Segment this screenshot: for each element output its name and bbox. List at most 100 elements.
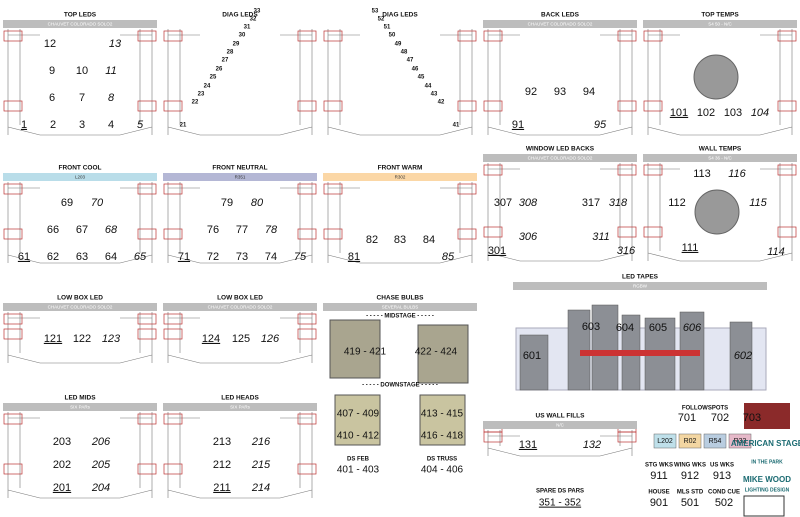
- item-label: 124: [202, 333, 220, 345]
- item-label: LIGHTING DESIGN: [745, 487, 790, 493]
- item-label: 75: [294, 251, 307, 263]
- fixture-frame: [297, 183, 317, 195]
- fixture-frame: [3, 100, 23, 112]
- item-label: WING WKS: [674, 463, 706, 469]
- stage-wall: [515, 327, 767, 391]
- iatse-logo: [743, 495, 785, 517]
- item-label: 2: [50, 119, 56, 131]
- fixture-frame: [457, 100, 477, 112]
- fixture-frame: [777, 30, 797, 42]
- fixture-frame: [163, 30, 183, 42]
- fixture-frame: [163, 100, 183, 112]
- rig-line: [167, 354, 201, 364]
- fixture-frame: [617, 164, 637, 176]
- section-subtitle: CHAUVET COLORADO SOLO2: [528, 156, 593, 161]
- item-label: 205: [91, 459, 111, 471]
- gel-label: R54: [709, 438, 722, 445]
- rig-line: [167, 489, 201, 499]
- fixture-frame: [137, 313, 157, 325]
- item-label: 71: [178, 251, 190, 263]
- subtitle-bar: [483, 20, 637, 28]
- fixture-frame: [457, 30, 477, 42]
- building: [334, 394, 381, 446]
- item-label: 202: [53, 459, 71, 471]
- item-label: 73: [236, 251, 248, 263]
- item-label: 44: [425, 84, 432, 90]
- item-label: 22: [192, 100, 199, 106]
- rig-line: [167, 126, 201, 136]
- section-subtitle: CHAUVET COLORADO SOLO2: [528, 22, 593, 27]
- rig-line: [759, 126, 793, 136]
- rig-line: [487, 447, 521, 457]
- rig-line: [7, 354, 41, 364]
- section-title: DIAG LEDS: [382, 12, 418, 19]
- item-label: 33: [254, 9, 261, 15]
- fixture-frame: [137, 30, 157, 42]
- fixture-frame: [483, 100, 503, 112]
- rig-line: [327, 254, 361, 264]
- item-label: 49: [395, 42, 402, 48]
- item-label: 64: [105, 251, 117, 263]
- section-subtitle: SIX PARs: [230, 405, 250, 410]
- item-label: 47: [407, 58, 414, 64]
- section-subtitle: L203: [75, 175, 86, 180]
- fixture-frame: [323, 30, 343, 42]
- fixture-frame: [323, 100, 343, 112]
- item-label: 101: [670, 107, 688, 119]
- gel-swatch: [678, 433, 702, 449]
- section-title: WINDOW LED BACKS: [526, 146, 595, 153]
- item-label: MLS STD: [677, 490, 704, 496]
- item-label: 703: [743, 412, 761, 424]
- fixture-frame: [3, 183, 23, 195]
- fixture-frame: [297, 228, 317, 240]
- fixture-frame: [297, 313, 317, 325]
- item-label: 52: [378, 17, 385, 23]
- section-title: DIAG LEDS: [222, 12, 258, 19]
- item-label: 413 - 415: [421, 409, 464, 420]
- item-label: 8: [108, 92, 115, 104]
- subtitle-bar: [3, 403, 157, 411]
- rig-line: [279, 126, 313, 136]
- fixture-frame: [483, 226, 503, 238]
- item-label: STG WKS: [645, 463, 673, 469]
- item-label: 29: [233, 42, 240, 48]
- section-subtitle: R351: [235, 175, 246, 180]
- item-label: 70: [91, 197, 104, 209]
- item-label: 68: [105, 224, 118, 236]
- item-label: 4: [108, 119, 114, 131]
- item-label: 3: [79, 119, 85, 131]
- item-label: 132: [583, 439, 601, 451]
- item-label: 116: [728, 168, 746, 180]
- section-title: LED MIDS: [64, 395, 96, 402]
- section-subtitle: SIX PARs: [70, 405, 90, 410]
- item-label: 83: [394, 234, 406, 246]
- section-subtitle: CHAUVET COLORADO SOLO2: [48, 305, 113, 310]
- item-label: 351 - 352: [539, 498, 582, 509]
- item-label: 25: [210, 75, 217, 81]
- fixture-frame: [297, 328, 317, 340]
- item-label: 604: [616, 322, 634, 334]
- item-label: 79: [221, 197, 233, 209]
- item-label: 32: [250, 17, 257, 23]
- item-label: 42: [438, 100, 445, 106]
- item-label: 65: [134, 251, 147, 263]
- fixture-frame: [777, 226, 797, 238]
- item-label: 204: [91, 482, 110, 494]
- fixture-frame: [137, 183, 157, 195]
- item-label: 112: [668, 197, 686, 209]
- item-label: 317: [582, 197, 600, 209]
- gel-swatch: [653, 433, 677, 449]
- gobo: [693, 54, 739, 100]
- subtitle-bar: [163, 303, 317, 311]
- section-title: US WALL FILLS: [536, 413, 586, 420]
- fixture-frame: [3, 463, 23, 475]
- fixture-frame: [3, 328, 23, 340]
- subtitle-bar: [323, 173, 477, 181]
- building: [519, 334, 549, 391]
- item-label: 311: [592, 231, 610, 243]
- fixture-frame: [617, 431, 637, 443]
- item-label: MIKE WOOD: [743, 475, 791, 484]
- item-label: SPARE DS PARS: [536, 489, 584, 495]
- item-label: 85: [442, 251, 455, 263]
